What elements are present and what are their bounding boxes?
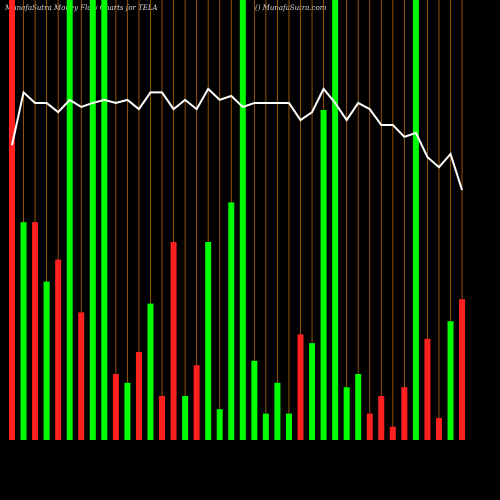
bar [147,303,154,440]
bar [389,426,396,440]
bar [285,413,292,440]
bar [101,0,108,440]
bar [401,387,408,440]
chart-subtitle: () MunafaSutra.com [255,4,327,12]
bar [32,222,39,440]
bar [239,0,246,440]
bar [251,360,258,440]
bar [355,374,362,440]
bar [20,222,27,440]
bar [124,382,131,440]
bar [66,0,73,440]
bar [89,0,96,440]
bar [332,0,339,440]
bar [78,312,85,440]
bar [366,413,373,440]
chart-title: MunafaSutra Money Flow Charts for TELA [4,4,158,12]
bar [55,259,62,440]
bar [343,387,350,440]
bar [424,338,431,440]
bar [378,396,385,440]
bar [459,299,466,440]
flow-line [11,87,464,191]
bar [262,413,269,440]
bar [193,365,200,440]
bar [159,396,166,440]
bar [170,242,177,440]
bar [135,352,142,440]
bar [182,396,189,440]
bar [447,321,454,440]
bar [435,418,442,440]
bar [205,242,212,440]
bar [43,281,50,440]
bar [320,110,327,440]
bar [309,343,316,440]
bar [112,374,119,440]
bar [216,409,223,440]
bar [9,0,15,440]
bar [228,202,235,440]
bar [412,0,419,440]
bar [297,334,304,440]
bar [274,382,281,440]
